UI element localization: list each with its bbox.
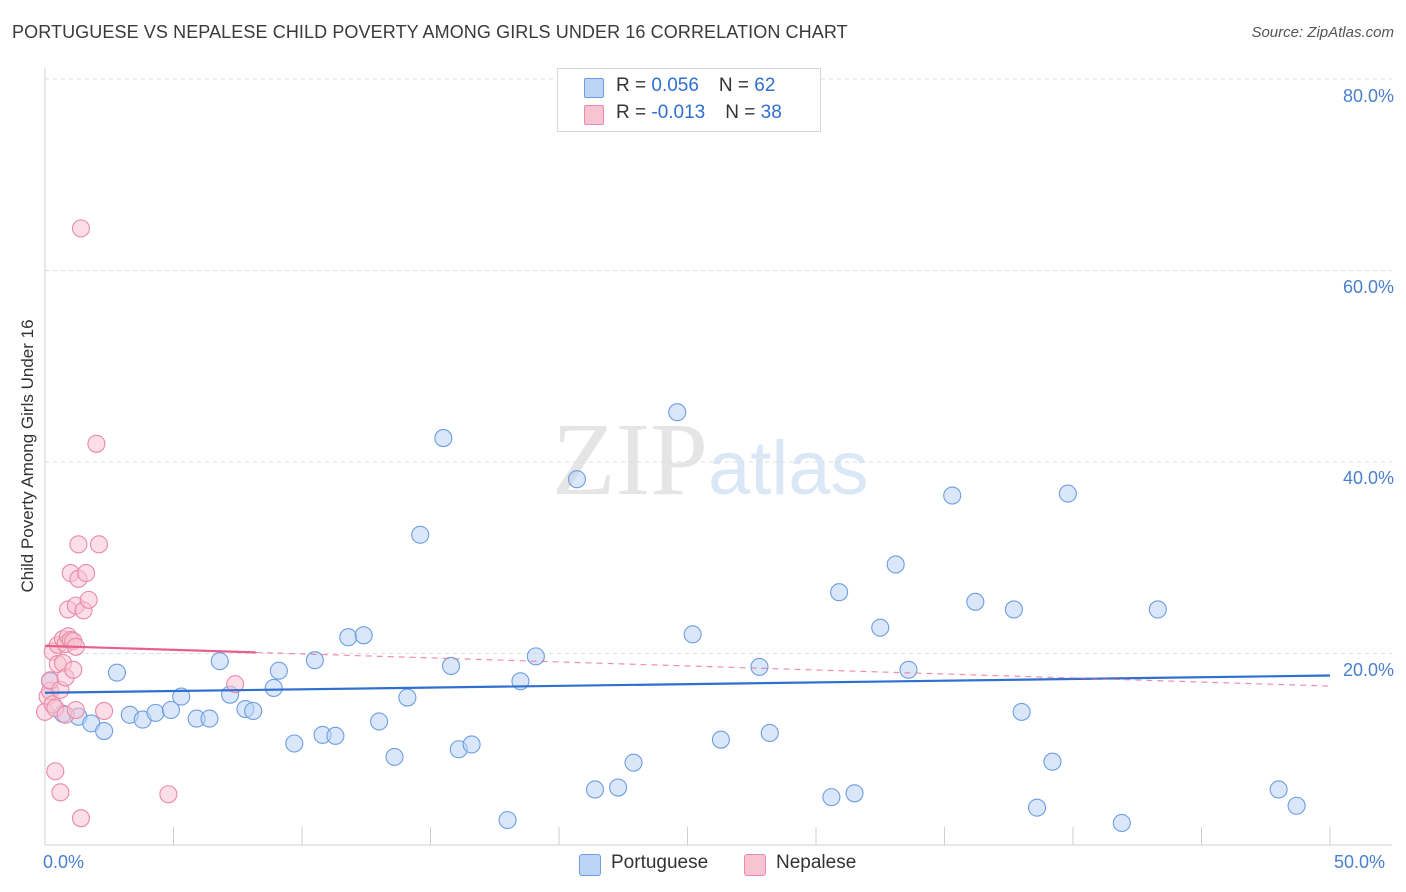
portuguese-point-5 <box>107 663 127 682</box>
portuguese-point-13 <box>210 652 229 671</box>
nepalese-point-34 <box>89 535 109 554</box>
portuguese-point-61 <box>1287 796 1306 815</box>
portuguese-point-32 <box>462 735 481 754</box>
y-tick-20: 20.0% <box>1342 660 1394 680</box>
nepalese-swatch <box>584 105 604 125</box>
portuguese-point-4 <box>95 722 114 741</box>
nepalese-r-label: R = <box>616 102 652 123</box>
nepalese-point-26 <box>69 535 88 554</box>
nepalese-r-value: -0.013 <box>651 102 706 123</box>
nepalese-trend-line <box>44 644 256 654</box>
nepalese-point-10 <box>51 783 70 802</box>
portuguese-point-29 <box>434 429 453 448</box>
portuguese-point-41 <box>683 625 702 644</box>
portuguese-point-36 <box>567 470 587 489</box>
portuguese-point-40 <box>668 403 687 422</box>
nepalese-point-33 <box>87 434 106 453</box>
nepalese-point-31 <box>77 564 96 583</box>
y-tick-40: 40.0% <box>1342 468 1394 488</box>
nepalese-point-6 <box>46 762 65 781</box>
portuguese-point-53 <box>1004 600 1023 619</box>
portuguese-point-20 <box>305 651 324 670</box>
nepalese-n-label: N = <box>725 102 761 123</box>
portuguese-r-value: 0.056 <box>651 75 699 96</box>
portuguese-point-52 <box>966 592 985 611</box>
portuguese-point-47 <box>845 784 864 803</box>
correlation-legend: R = 0.056 N = 62 R = -0.013 N = 38 <box>557 68 821 132</box>
portuguese-point-35 <box>526 647 545 666</box>
portuguese-point-8 <box>146 703 165 722</box>
portuguese-point-51 <box>943 486 962 505</box>
nepalese-point-29 <box>71 219 91 238</box>
bottom-nepalese-swatch <box>744 854 766 876</box>
portuguese-point-49 <box>886 555 905 574</box>
portuguese-point-45 <box>822 788 841 807</box>
portuguese-point-50 <box>899 660 918 679</box>
portuguese-point-23 <box>339 628 358 647</box>
bottom-portuguese-label: Portuguese <box>611 852 709 873</box>
grid-lines <box>45 78 1392 654</box>
nepalese-n-value: 38 <box>760 102 782 123</box>
portuguese-point-59 <box>1148 600 1167 619</box>
x-tick-0: 0.0% <box>43 852 85 872</box>
portuguese-point-12 <box>200 709 219 728</box>
nepalese-point-28 <box>71 809 91 828</box>
portuguese-point-26 <box>385 747 404 766</box>
portuguese-n-label: N = <box>718 75 755 96</box>
portuguese-point-48 <box>871 618 890 637</box>
portuguese-point-56 <box>1043 752 1062 771</box>
portuguese-point-37 <box>585 780 605 799</box>
source-label: Source: ZipAtlas.com <box>1251 24 1394 41</box>
portuguese-point-38 <box>609 778 628 797</box>
nepalese-point-32 <box>79 590 98 609</box>
bottom-portuguese-swatch <box>579 854 601 876</box>
portuguese-swatch <box>584 78 604 98</box>
nepalese-point-24 <box>66 700 85 720</box>
portuguese-point-30 <box>442 656 461 675</box>
portuguese-trend-line <box>44 674 1331 694</box>
portuguese-point-44 <box>760 723 779 743</box>
y-axis-label: Child Poverty Among Girls Under 16 <box>18 319 37 593</box>
watermark: ZIPatlas <box>552 400 869 519</box>
chart-title: PORTUGUESE VS NEPALESE CHILD POVERTY AMO… <box>12 22 848 42</box>
portuguese-point-55 <box>1027 798 1047 817</box>
y-tick-80: 80.0% <box>1342 86 1394 106</box>
portuguese-point-10 <box>172 687 191 706</box>
nepalese-trend-dashed <box>255 651 1331 687</box>
nepalese-point-37 <box>226 675 245 694</box>
trend-lines <box>44 644 1331 694</box>
portuguese-point-22 <box>326 726 345 745</box>
portuguese-point-27 <box>398 688 417 707</box>
watermark-atlas: atlas <box>708 426 869 511</box>
portuguese-point-25 <box>370 712 389 731</box>
portuguese-point-46 <box>830 583 849 602</box>
portuguese-point-60 <box>1269 780 1288 799</box>
portuguese-point-16 <box>244 701 263 721</box>
axes <box>44 68 1392 846</box>
portuguese-r-label: R = <box>616 75 652 96</box>
data-points <box>35 219 1306 833</box>
portuguese-point-33 <box>498 811 517 830</box>
portuguese-point-17 <box>264 678 283 698</box>
portuguese-point-43 <box>750 657 769 676</box>
portuguese-point-9 <box>161 700 180 720</box>
nepalese-point-35 <box>95 701 114 721</box>
x-tick-50: 50.0% <box>1334 852 1386 872</box>
portuguese-point-18 <box>269 661 288 680</box>
portuguese-point-58 <box>1112 813 1131 833</box>
nepalese-point-21 <box>64 660 83 679</box>
y-tick-60: 60.0% <box>1342 277 1394 297</box>
portuguese-point-19 <box>285 734 304 753</box>
watermark-zip: ZIP <box>552 402 708 517</box>
nepalese-point-36 <box>159 785 178 804</box>
portuguese-n-value: 62 <box>754 75 776 96</box>
portuguese-point-42 <box>711 730 730 749</box>
portuguese-point-54 <box>1012 702 1031 721</box>
portuguese-point-28 <box>411 525 430 544</box>
portuguese-point-57 <box>1058 484 1077 503</box>
portuguese-point-24 <box>354 626 373 645</box>
portuguese-point-39 <box>624 753 643 772</box>
bottom-nepalese-label: Nepalese <box>776 852 857 873</box>
